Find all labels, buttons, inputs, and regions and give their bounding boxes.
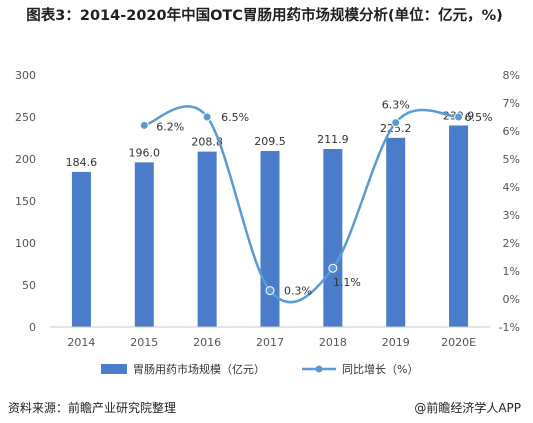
y-left-tick-label: 50 [22, 279, 36, 292]
x-tick-label: 2015 [130, 336, 158, 349]
y-right-tick-label: -1% [499, 321, 520, 334]
growth-point [454, 112, 464, 122]
legend-bar-label: 胃肠用药市场规模（亿元） [133, 362, 265, 376]
bar [386, 137, 406, 327]
y-left-tick-label: 300 [15, 69, 36, 82]
legend-bar-swatch [101, 364, 127, 374]
x-tick-label: 2019 [382, 336, 410, 349]
growth-point [328, 263, 338, 273]
bar [323, 149, 343, 327]
line-data-label: 0.3% [284, 285, 312, 298]
legend-line-label: 同比增长（%） [342, 362, 418, 376]
bar-data-label: 184.6 [66, 156, 98, 169]
y-right-tick-label: 1% [503, 265, 520, 278]
y-left-tick-label: 150 [15, 195, 36, 208]
bar-data-label: 211.9 [317, 133, 349, 146]
bar [260, 151, 280, 327]
y-right-tick-label: 4% [503, 181, 520, 194]
line-data-label: 6.5% [221, 111, 249, 124]
chart-title: 图表3：2014-2020年中国OTC胃肠用药市场规模分析(单位：亿元，%) [26, 8, 503, 24]
growth-point [202, 112, 212, 122]
y-right-tick-label: 3% [503, 209, 520, 222]
y-right-tick-label: 7% [503, 97, 520, 110]
y-right-tick-label: 8% [503, 69, 520, 82]
growth-point [391, 118, 401, 128]
bar-data-label: 196.0 [129, 146, 161, 159]
bar [134, 162, 154, 327]
bar [449, 125, 469, 327]
line-data-label: 6.3% [382, 99, 410, 112]
y-right-tick-label: 6% [503, 125, 520, 138]
x-tick-label: 2018 [319, 336, 347, 349]
bar-data-label: 209.5 [254, 135, 286, 148]
y-left-tick-label: 250 [15, 111, 36, 124]
legend-line-marker [315, 365, 323, 373]
growth-point [139, 120, 149, 130]
line-data-label: 1.1% [333, 276, 361, 289]
x-tick-label: 2020E [441, 336, 476, 349]
x-tick-label: 2017 [256, 336, 284, 349]
y-left-tick-label: 100 [15, 237, 36, 250]
bar [71, 171, 91, 327]
line-data-label: 6.2% [156, 120, 184, 133]
y-right-tick-label: 5% [503, 153, 520, 166]
y-left-tick-label: 200 [15, 153, 36, 166]
y-right-tick-label: 0% [503, 293, 520, 306]
bar-data-label: 208.8 [191, 136, 223, 149]
growth-point [265, 286, 275, 296]
bar-data-label: 225.2 [380, 122, 412, 135]
bar [197, 151, 217, 327]
line-data-label: 6.5% [465, 111, 493, 124]
y-right-tick-label: 2% [503, 237, 520, 250]
y-left-tick-label: 0 [29, 321, 36, 334]
credit-note: @前瞻经济学人APP [414, 401, 521, 415]
source-note: 资料来源：前瞻产业研究院整理 [8, 401, 177, 415]
x-tick-label: 2014 [67, 336, 95, 349]
x-tick-label: 2016 [193, 336, 221, 349]
